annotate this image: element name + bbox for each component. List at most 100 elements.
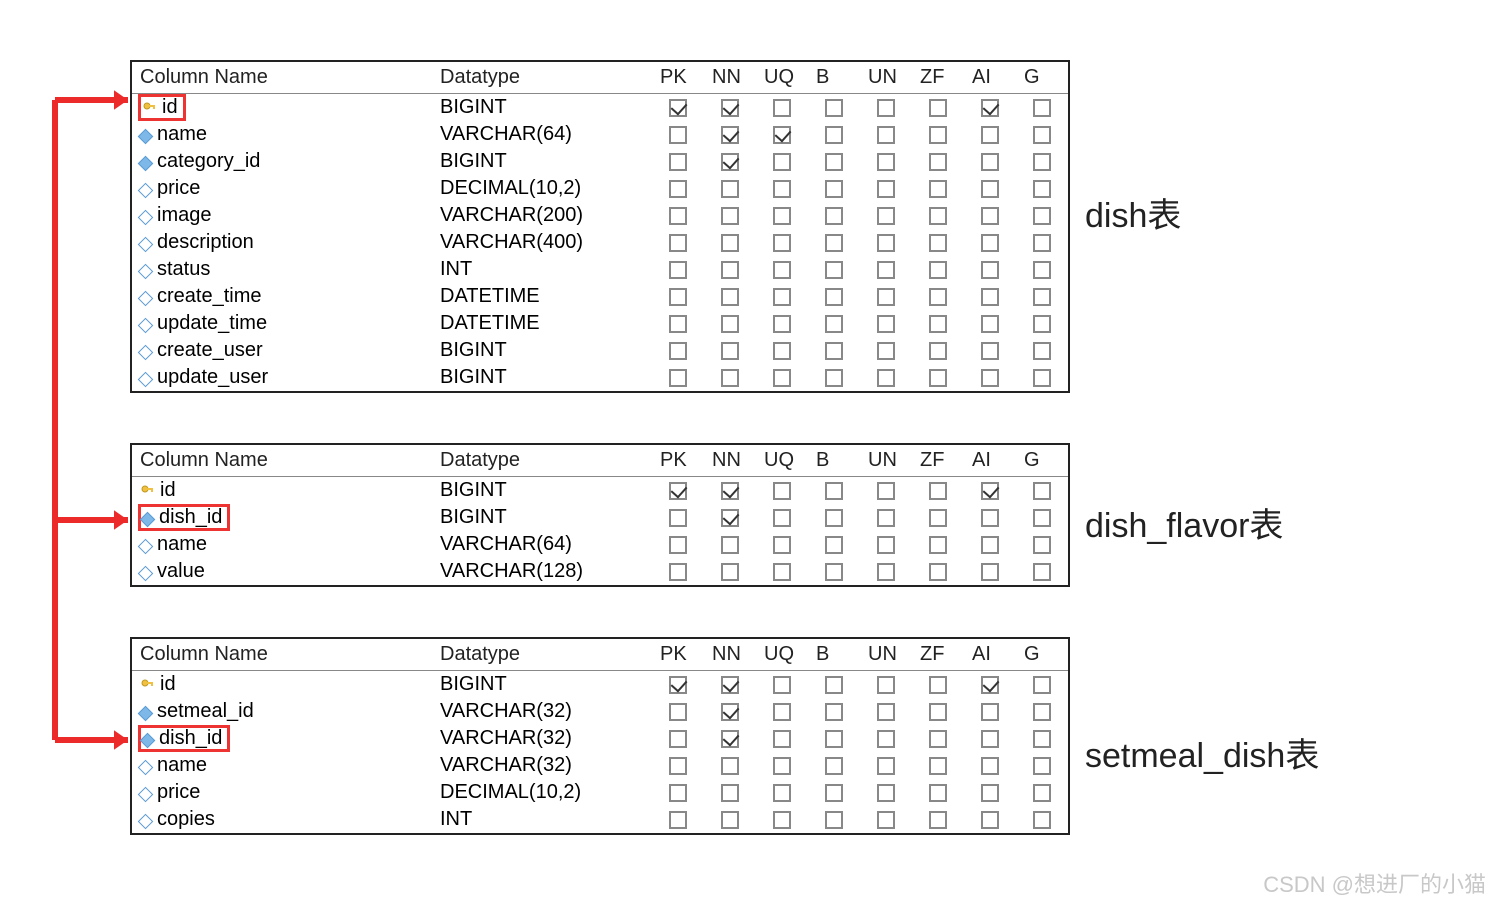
checkbox-icon	[825, 234, 843, 252]
checkbox-icon	[1033, 153, 1051, 171]
cell-flag	[652, 779, 704, 806]
checkbox-icon	[773, 288, 791, 306]
column-icon	[140, 512, 156, 528]
header-flag: NN	[704, 445, 756, 477]
cell-column-name: copies	[132, 806, 432, 833]
checkbox-icon	[877, 315, 895, 333]
cell-flag	[652, 725, 704, 752]
cell-column-name: name	[132, 531, 432, 558]
cell-flag	[756, 94, 808, 122]
column-icon	[138, 264, 154, 280]
cell-datatype: BIGINT	[432, 364, 652, 391]
cell-flag	[1016, 752, 1068, 779]
key-icon	[140, 484, 154, 498]
cell-column-name: value	[132, 558, 432, 585]
checkbox-icon	[669, 288, 687, 306]
cell-flag	[860, 94, 912, 122]
header-flag: B	[808, 62, 860, 94]
cell-flag	[704, 531, 756, 558]
cell-flag	[652, 310, 704, 337]
cell-flag	[704, 283, 756, 310]
checkbox-icon	[981, 153, 999, 171]
checkbox-icon	[981, 207, 999, 225]
checkbox-icon	[825, 99, 843, 117]
cell-datatype: VARCHAR(200)	[432, 202, 652, 229]
checkbox-icon	[825, 509, 843, 527]
cell-flag	[912, 283, 964, 310]
checkbox-icon	[721, 811, 739, 829]
watermark: CSDN @想进厂的小猫	[1263, 867, 1486, 899]
cell-flag	[860, 283, 912, 310]
cell-column-name: description	[132, 229, 432, 256]
checkbox-icon	[825, 703, 843, 721]
checkbox-icon	[825, 261, 843, 279]
cell-flag	[1016, 698, 1068, 725]
cell-flag	[704, 337, 756, 364]
table-label: setmeal_dish表	[1085, 728, 1319, 777]
cell-flag	[912, 175, 964, 202]
schema-table: Column NameDatatypePKNNUQBUNZFAIGidBIGIN…	[130, 443, 1070, 587]
checkbox-icon	[721, 126, 739, 144]
cell-flag	[860, 779, 912, 806]
header-datatype: Datatype	[432, 445, 652, 477]
header-column-name: Column Name	[132, 639, 432, 671]
checkbox-icon	[877, 99, 895, 117]
cell-flag	[964, 698, 1016, 725]
checkbox-icon	[929, 536, 947, 554]
checkbox-icon	[669, 99, 687, 117]
schema-table: Column NameDatatypePKNNUQBUNZFAIGidBIGIN…	[130, 60, 1070, 393]
checkbox-icon	[721, 288, 739, 306]
column-icon	[138, 760, 154, 776]
checkbox-icon	[929, 342, 947, 360]
header-flag: G	[1016, 62, 1068, 94]
column-row: setmeal_idVARCHAR(32)	[132, 698, 1068, 725]
cell-flag	[860, 121, 912, 148]
cell-flag	[860, 148, 912, 175]
cell-flag	[756, 364, 808, 391]
checkbox-icon	[929, 180, 947, 198]
header-flag: AI	[964, 445, 1016, 477]
checkbox-icon	[877, 509, 895, 527]
checkbox-icon	[1033, 509, 1051, 527]
checkbox-icon	[773, 482, 791, 500]
checkbox-icon	[721, 730, 739, 748]
cell-flag	[704, 477, 756, 505]
cell-flag	[756, 202, 808, 229]
cell-flag	[1016, 558, 1068, 585]
header-flag: UN	[860, 639, 912, 671]
cell-flag	[756, 504, 808, 531]
highlighted-column: dish_id	[140, 727, 228, 750]
cell-flag	[912, 94, 964, 122]
cell-column-name: dish_id	[132, 504, 432, 531]
checkbox-icon	[669, 563, 687, 581]
column-icon	[140, 733, 156, 749]
cell-flag	[652, 337, 704, 364]
cell-datatype: BIGINT	[432, 337, 652, 364]
checkbox-icon	[929, 207, 947, 225]
cell-flag	[912, 121, 964, 148]
checkbox-icon	[773, 153, 791, 171]
cell-flag	[652, 671, 704, 699]
column-row: nameVARCHAR(64)	[132, 121, 1068, 148]
cell-column-name: dish_id	[132, 725, 432, 752]
cell-flag	[964, 229, 1016, 256]
cell-flag	[704, 671, 756, 699]
header-flag: G	[1016, 445, 1068, 477]
column-icon	[138, 318, 154, 334]
checkbox-icon	[721, 482, 739, 500]
checkbox-icon	[721, 261, 739, 279]
checkbox-icon	[877, 180, 895, 198]
cell-datatype: BIGINT	[432, 148, 652, 175]
checkbox-icon	[981, 180, 999, 198]
cell-flag	[964, 148, 1016, 175]
column-icon	[138, 539, 154, 555]
checkbox-icon	[825, 126, 843, 144]
column-icon	[138, 156, 154, 172]
cell-flag	[1016, 337, 1068, 364]
checkbox-icon	[1033, 482, 1051, 500]
cell-flag	[704, 256, 756, 283]
column-icon	[138, 291, 154, 307]
cell-flag	[1016, 477, 1068, 505]
checkbox-icon	[877, 482, 895, 500]
cell-flag	[652, 806, 704, 833]
